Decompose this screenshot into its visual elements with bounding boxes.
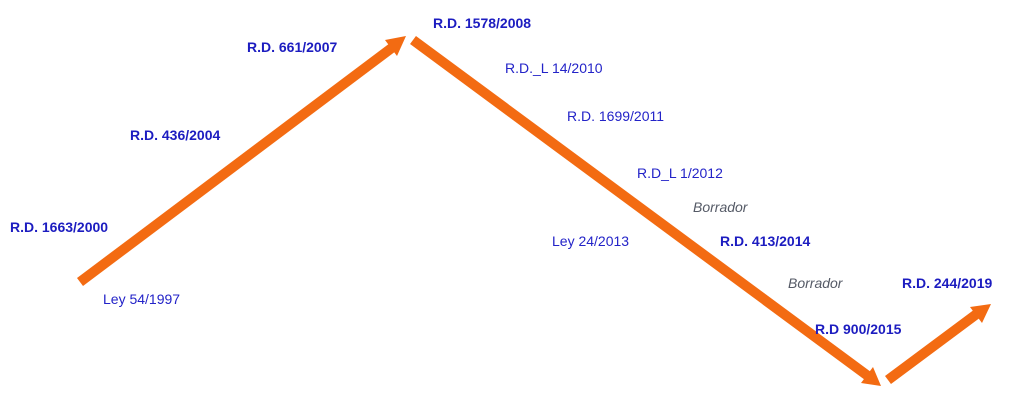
arrow-head <box>861 367 881 386</box>
label: R.D. 436/2004 <box>130 127 220 143</box>
label: R.D_L 1/2012 <box>637 165 723 181</box>
label: Borrador <box>788 275 844 291</box>
final-arrow <box>885 304 991 385</box>
label: Ley 24/2013 <box>552 233 629 249</box>
arrow-head <box>970 304 991 323</box>
arrow-shaft <box>410 35 871 381</box>
label: R.D. 1663/2000 <box>10 219 108 235</box>
label: R.D. 1699/2011 <box>567 108 664 124</box>
label: R.D._L 14/2010 <box>505 60 603 76</box>
label: Borrador <box>693 199 749 215</box>
label: R.D. 661/2007 <box>247 39 337 55</box>
label: R.D. 413/2014 <box>720 233 810 249</box>
label: Ley 54/1997 <box>103 291 180 307</box>
rising-arrow <box>76 36 406 286</box>
label: R.D 900/2015 <box>815 321 902 337</box>
falling-arrow <box>410 35 881 386</box>
label: R.D. 1578/2008 <box>433 15 531 31</box>
arrow-shaft <box>885 308 981 385</box>
label: R.D. 244/2019 <box>902 275 992 291</box>
arrow-head <box>385 36 406 56</box>
arrow-shaft <box>76 43 397 286</box>
